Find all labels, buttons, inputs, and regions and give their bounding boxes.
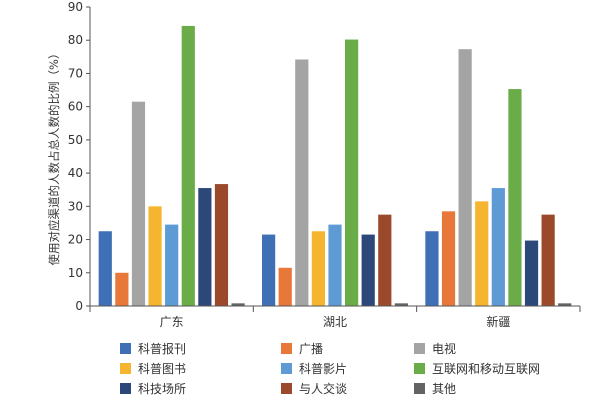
bar [198, 188, 212, 306]
y-tick-label: 60 [68, 100, 83, 114]
legend-swatch [281, 343, 292, 354]
legend-label: 电视 [432, 341, 456, 356]
legend-swatch [414, 383, 425, 394]
bar [524, 240, 539, 306]
bar [508, 89, 522, 306]
legend-label: 其他 [432, 382, 456, 396]
legend-swatch [281, 363, 292, 374]
bar [558, 303, 572, 306]
bar [541, 214, 555, 306]
legend-item: 其他 [414, 382, 456, 396]
y-tick-label: 90 [68, 0, 83, 14]
category-label: 湖北 [323, 314, 347, 329]
bar [425, 231, 439, 306]
legend-item: 科普影片 [281, 362, 347, 376]
bar [278, 267, 292, 306]
legend-swatch [414, 363, 425, 374]
y-axis-title: 使用对应渠道的人数占总人数的比例（%） [47, 48, 61, 266]
bar [394, 303, 408, 306]
legend-item: 互联网和移动互联网 [414, 362, 540, 376]
bar [378, 214, 392, 306]
bar [345, 39, 359, 307]
legend-swatch [281, 383, 292, 394]
bar [475, 201, 489, 306]
bar [328, 224, 342, 306]
legend-label: 广播 [299, 342, 323, 356]
bar [311, 231, 325, 306]
legend-item: 科技场所 [120, 382, 186, 396]
bar [295, 59, 309, 306]
bar [491, 188, 505, 306]
legend-label: 互联网和移动互联网 [432, 362, 540, 376]
y-tick-label: 0 [75, 299, 83, 313]
y-tick-label: 30 [68, 199, 83, 213]
x-axis: 广东 湖北 新疆 [89, 305, 581, 329]
bar [181, 25, 195, 306]
legend-label: 科普影片 [299, 362, 347, 376]
legend-swatch [120, 363, 131, 374]
legend-swatch [120, 383, 131, 394]
y-axis: 0 10 20 30 40 50 60 70 80 90 [68, 0, 91, 313]
y-tick-label: 50 [68, 133, 83, 147]
bar [262, 234, 276, 306]
legend-label: 科普图书 [138, 362, 186, 376]
legend-label: 与人交谈 [299, 381, 347, 396]
legend-label: 科技场所 [138, 382, 186, 396]
bar [361, 234, 375, 306]
bars-group [98, 25, 572, 307]
y-tick-label: 40 [68, 166, 83, 180]
bar [131, 101, 146, 306]
bar [214, 184, 229, 306]
legend-swatch [120, 343, 131, 354]
y-axis-title-group: 使用对应渠道的人数占总人数的比例（%） [47, 48, 61, 266]
y-tick-label: 70 [68, 66, 83, 80]
bar [165, 224, 179, 306]
legend-label: 科普报刊 [138, 341, 186, 356]
category-label: 广东 [160, 315, 184, 329]
bar [231, 303, 245, 306]
legend-item: 科普报刊 [120, 341, 186, 356]
y-tick-label: 20 [68, 233, 83, 247]
y-tick-label: 10 [68, 266, 83, 280]
bar [98, 231, 112, 306]
bar [148, 206, 162, 306]
bar [458, 49, 472, 306]
bar [441, 211, 456, 306]
y-tick-label: 80 [68, 33, 83, 47]
legend-swatch [414, 343, 425, 354]
legend-item: 科普图书 [120, 362, 186, 376]
legend-item: 电视 [414, 341, 456, 356]
legend-item: 与人交谈 [281, 381, 347, 396]
bar [115, 272, 129, 306]
category-label: 新疆 [486, 314, 510, 329]
legend-item: 广播 [281, 342, 323, 356]
